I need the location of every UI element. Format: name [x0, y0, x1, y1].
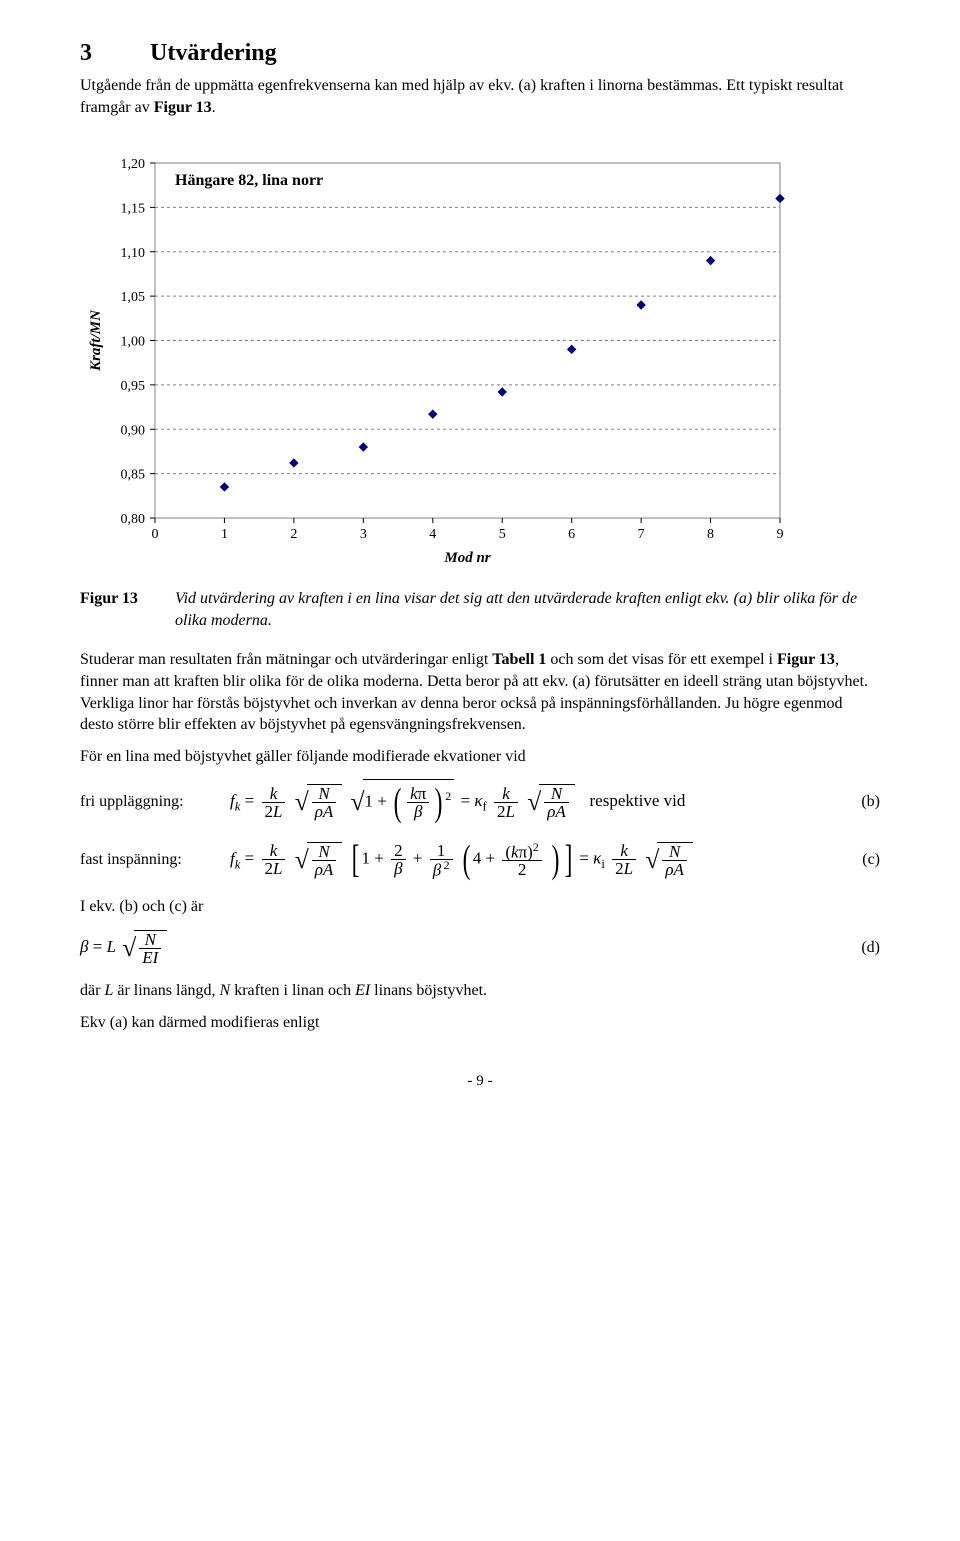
svg-text:Kraft/MN: Kraft/MN	[88, 309, 104, 372]
svg-text:1,05: 1,05	[121, 290, 146, 305]
svg-text:0,90: 0,90	[121, 423, 146, 438]
section-title: Utvärdering	[150, 40, 277, 66]
chart-container: 0,80 0,85 0,90 0,95 1,00 1,05 1,10 1,15 1,20 0 1 2 3…	[80, 148, 800, 568]
svg-text:1,00: 1,00	[121, 335, 146, 350]
section-number: 3	[80, 40, 150, 67]
body-paragraph-1: Studerar man resultaten från mätningar o…	[80, 649, 880, 735]
svg-text:4: 4	[429, 527, 436, 542]
svg-text:Hängare 82, lina norr: Hängare 82, lina norr	[175, 172, 323, 189]
equation-note: I ekv. (b) och (c) är	[80, 896, 880, 918]
section-heading: 3Utvärdering	[80, 40, 880, 67]
body-paragraph-2: För en lina med böjstyvhet gäller följan…	[80, 746, 880, 768]
svg-text:5: 5	[499, 527, 506, 542]
equation-b-lead: fri uppläggning:	[80, 793, 230, 811]
svg-text:3: 3	[360, 527, 367, 542]
figure-caption: Figur 13 Vid utvärdering av kraften i en…	[80, 588, 880, 631]
equation-c-body: fk = k2L NρA [1 + 2β + 1β 2 (4 + (kπ)22 …	[230, 837, 840, 882]
equation-c-lead: fast inspänning:	[80, 851, 230, 869]
figure-caption-text: Vid utvärdering av kraften i en lina vis…	[175, 588, 880, 631]
equation-d: β = L NEI (d)	[80, 930, 880, 966]
tail-text-1: där L är linans längd, N kraften i linan…	[80, 980, 880, 1002]
figure-label: Figur 13	[80, 588, 175, 631]
tail-text-2: Ekv (a) kan därmed modifieras enligt	[80, 1012, 880, 1034]
svg-text:1,20: 1,20	[121, 157, 146, 172]
svg-text:Mod nr: Mod nr	[443, 550, 490, 566]
equation-c: fast inspänning: fk = k2L NρA [1 + 2β + …	[80, 837, 880, 882]
svg-text:0: 0	[152, 527, 159, 542]
svg-text:1,10: 1,10	[121, 246, 146, 261]
equation-d-body: β = L NEI	[80, 930, 840, 966]
equation-b-tag: (b)	[840, 793, 880, 811]
svg-text:1: 1	[221, 527, 228, 542]
svg-text:0,85: 0,85	[121, 468, 146, 483]
equation-b-body: fk = k2L NρA 1 + (kπβ)2 = κf k2L NρA res…	[230, 779, 840, 825]
svg-text:1,15: 1,15	[121, 202, 146, 217]
svg-text:7: 7	[638, 527, 645, 542]
page-number: - 9 -	[80, 1073, 880, 1090]
svg-text:0,80: 0,80	[121, 512, 146, 527]
svg-text:9: 9	[777, 527, 784, 542]
equation-d-tag: (d)	[840, 939, 880, 957]
equation-b: fri uppläggning: fk = k2L NρA 1 + (kπβ)2…	[80, 779, 880, 825]
equation-b-tail: respektive vid	[590, 791, 686, 810]
scatter-chart: 0,80 0,85 0,90 0,95 1,00 1,05 1,10 1,15 1,20 0 1 2 3…	[80, 148, 800, 568]
svg-text:6: 6	[568, 527, 575, 542]
svg-text:0,95: 0,95	[121, 379, 146, 394]
svg-text:2: 2	[290, 527, 297, 542]
equation-c-tag: (c)	[840, 851, 880, 869]
svg-text:8: 8	[707, 527, 714, 542]
intro-text: Utgående från de uppmätta egenfrekvenser…	[80, 75, 880, 118]
